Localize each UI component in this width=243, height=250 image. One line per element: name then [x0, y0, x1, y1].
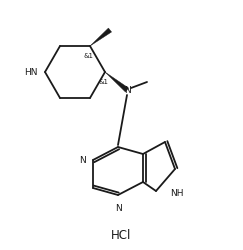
Text: &1: &1 — [98, 79, 108, 85]
Text: N: N — [79, 156, 86, 165]
Polygon shape — [105, 73, 129, 92]
Text: &1: &1 — [83, 53, 93, 59]
Text: N: N — [115, 203, 121, 212]
Text: HN: HN — [25, 68, 38, 77]
Text: N: N — [124, 86, 130, 95]
Text: HCl: HCl — [111, 228, 131, 241]
Text: NH: NH — [170, 189, 183, 198]
Polygon shape — [90, 29, 112, 47]
